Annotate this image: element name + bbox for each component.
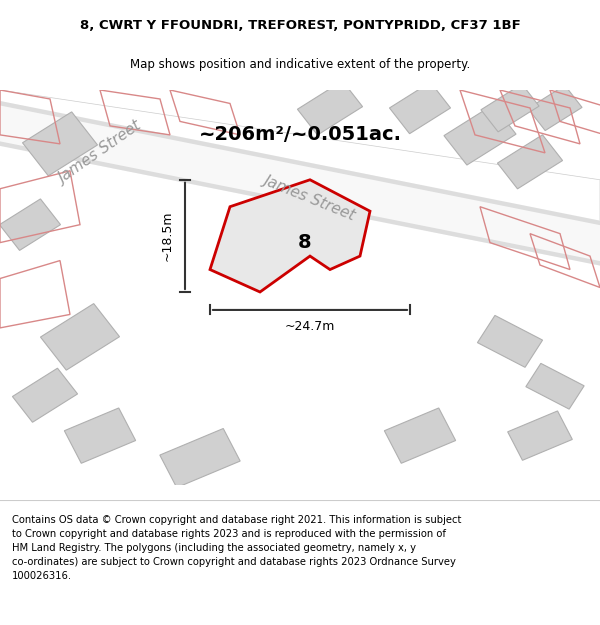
Polygon shape — [478, 316, 542, 368]
Text: Contains OS data © Crown copyright and database right 2021. This information is : Contains OS data © Crown copyright and d… — [12, 515, 461, 581]
Polygon shape — [40, 304, 119, 370]
Polygon shape — [481, 84, 539, 132]
Text: 8: 8 — [298, 233, 312, 252]
Polygon shape — [210, 180, 370, 292]
Polygon shape — [497, 135, 563, 189]
Text: ~24.7m: ~24.7m — [285, 319, 335, 332]
Polygon shape — [526, 363, 584, 409]
Polygon shape — [298, 81, 362, 135]
Text: Map shows position and indicative extent of the property.: Map shows position and indicative extent… — [130, 58, 470, 71]
Text: James Street: James Street — [262, 173, 358, 223]
Text: ~18.5m: ~18.5m — [161, 211, 173, 261]
Polygon shape — [0, 199, 61, 251]
Polygon shape — [528, 86, 582, 131]
Polygon shape — [508, 411, 572, 460]
Polygon shape — [385, 408, 455, 463]
Text: ~206m²/~0.051ac.: ~206m²/~0.051ac. — [199, 126, 401, 144]
Polygon shape — [0, 90, 600, 234]
Text: 8, CWRT Y FFOUNDRI, TREFOREST, PONTYPRIDD, CF37 1BF: 8, CWRT Y FFOUNDRI, TREFOREST, PONTYPRID… — [80, 19, 520, 32]
Polygon shape — [64, 408, 136, 463]
Polygon shape — [23, 112, 97, 176]
Polygon shape — [160, 429, 240, 488]
Polygon shape — [0, 139, 600, 269]
Polygon shape — [13, 368, 77, 423]
Polygon shape — [389, 82, 451, 134]
Polygon shape — [0, 99, 600, 269]
Polygon shape — [0, 99, 600, 229]
Text: James Street: James Street — [56, 119, 144, 187]
Polygon shape — [444, 105, 516, 165]
